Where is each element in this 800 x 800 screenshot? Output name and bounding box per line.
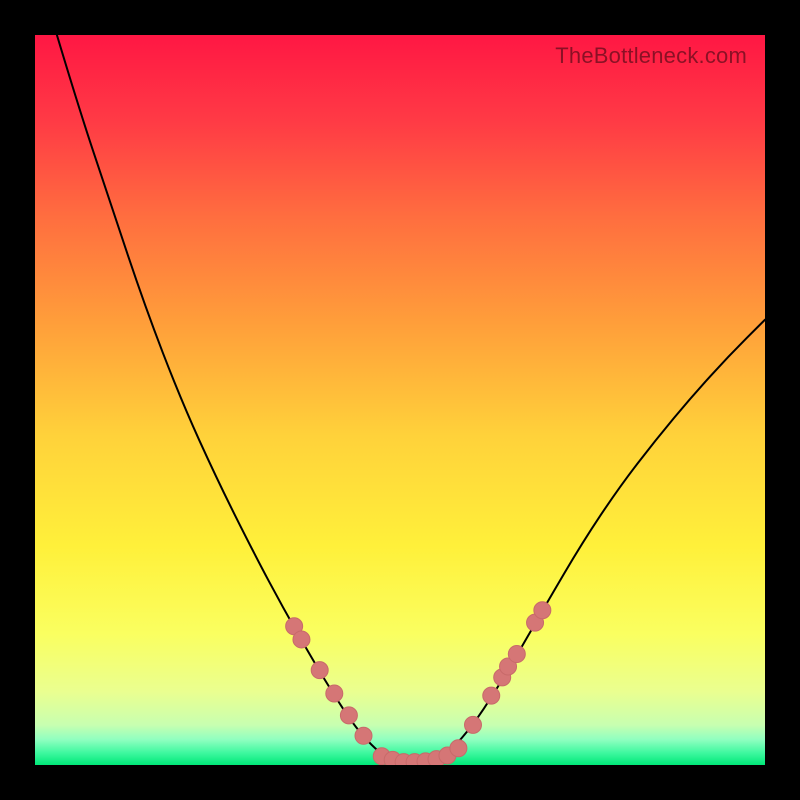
data-marker: [311, 662, 328, 679]
data-marker: [326, 685, 343, 702]
gradient-background: [35, 35, 765, 765]
chart-svg: [35, 35, 765, 765]
data-marker: [508, 646, 525, 663]
data-marker: [293, 631, 310, 648]
data-marker: [355, 727, 372, 744]
data-marker: [465, 716, 482, 733]
data-marker: [534, 602, 551, 619]
data-marker: [340, 707, 357, 724]
plot-area: TheBottleneck.com: [35, 35, 765, 765]
watermark-text: TheBottleneck.com: [555, 43, 747, 69]
data-marker: [450, 740, 467, 757]
chart-frame: TheBottleneck.com: [0, 0, 800, 800]
data-marker: [483, 687, 500, 704]
